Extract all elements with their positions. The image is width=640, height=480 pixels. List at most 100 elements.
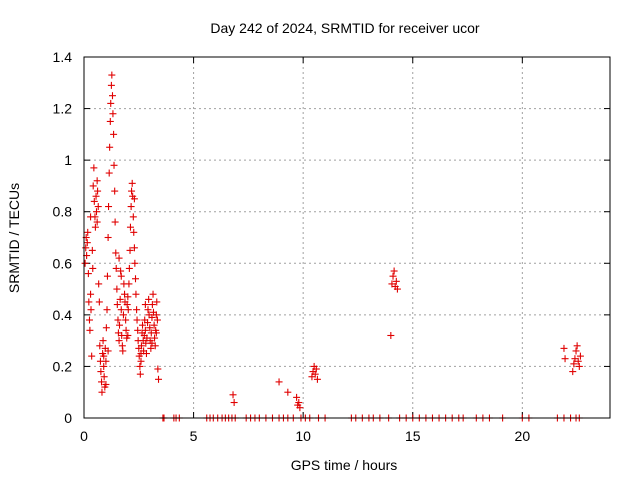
y-tick-label: 0.6	[53, 255, 73, 271]
data-point	[106, 143, 114, 151]
data-point	[126, 223, 134, 231]
data-point	[95, 298, 103, 306]
data-point	[119, 347, 127, 355]
data-point	[149, 290, 157, 298]
data-point	[137, 342, 145, 350]
data-point	[107, 99, 115, 107]
data-point	[111, 218, 119, 226]
data-point	[141, 326, 149, 334]
data-point	[94, 187, 102, 195]
data-point	[153, 316, 161, 324]
data-point	[124, 306, 132, 314]
data-point	[103, 306, 111, 314]
data-point	[570, 360, 578, 368]
data-point	[98, 378, 106, 386]
data-point	[85, 316, 93, 324]
data-point	[89, 182, 97, 190]
grid	[84, 57, 610, 418]
data-point	[87, 290, 95, 298]
data-point	[93, 177, 101, 185]
data-point	[95, 280, 103, 288]
data-point	[113, 301, 121, 309]
data-point	[295, 399, 303, 407]
data-point	[129, 213, 137, 221]
data-point	[114, 316, 122, 324]
data-point	[111, 187, 119, 195]
data-point	[108, 71, 116, 79]
data-point	[150, 321, 158, 329]
data-point	[100, 352, 108, 360]
data-point	[110, 161, 118, 169]
data-point	[148, 301, 156, 309]
y-tick-label: 1.2	[53, 101, 73, 117]
data-point	[106, 117, 114, 125]
data-point	[116, 321, 124, 329]
y-tick-label: 1	[64, 152, 72, 168]
data-point	[133, 306, 141, 314]
data-point	[145, 295, 153, 303]
data-point	[293, 393, 301, 401]
data-point	[99, 337, 107, 345]
data-point	[104, 234, 112, 241]
data-point	[90, 164, 98, 172]
data-point	[83, 239, 91, 247]
x-tick-label: 10	[295, 428, 311, 444]
plot-frame	[83, 56, 611, 419]
data-point	[574, 357, 582, 365]
data-point	[84, 270, 92, 278]
data-point	[93, 218, 101, 226]
data-point	[118, 331, 126, 339]
data-point	[387, 331, 395, 339]
data-point	[390, 267, 398, 275]
data-point	[139, 321, 147, 329]
data-point	[124, 293, 132, 301]
data-point	[117, 306, 125, 314]
data-point	[102, 380, 110, 388]
chart-title: Day 242 of 2024, SRMTID for receiver uco…	[210, 20, 480, 36]
data-point	[296, 404, 304, 412]
data-point	[136, 362, 144, 370]
data-point	[123, 301, 131, 309]
data-point	[575, 362, 583, 370]
data-point	[130, 244, 138, 252]
data-point	[119, 311, 127, 319]
data-point	[115, 254, 123, 262]
data-point	[132, 290, 140, 298]
data-point	[132, 275, 140, 283]
data-point	[86, 326, 94, 334]
data-point	[230, 399, 238, 407]
data-point	[144, 319, 152, 327]
data-point	[126, 246, 134, 254]
data-point	[100, 362, 108, 370]
data-point	[92, 192, 100, 200]
data-point	[90, 197, 98, 205]
data-point	[92, 208, 100, 216]
data-point	[103, 272, 111, 280]
data-point	[131, 259, 139, 267]
data-point	[104, 347, 112, 355]
data-point	[89, 264, 97, 272]
data-point	[229, 391, 237, 399]
data-point	[113, 285, 121, 293]
data-point	[311, 370, 319, 378]
data-point	[560, 344, 568, 352]
data-point	[94, 203, 102, 211]
data-point	[85, 298, 93, 306]
data-point	[576, 352, 584, 360]
data-point	[117, 272, 125, 280]
data-point	[112, 264, 120, 272]
data-point	[96, 342, 104, 350]
data-point	[88, 246, 96, 254]
y-tick-label: 0.8	[53, 204, 73, 220]
data-point	[122, 326, 130, 334]
data-point	[148, 339, 156, 347]
x-tick-label: 20	[515, 428, 531, 444]
data-point	[134, 326, 142, 334]
data-point	[108, 92, 116, 100]
data-point	[100, 373, 108, 381]
x-tick-label: 15	[405, 428, 421, 444]
data-point	[151, 334, 159, 342]
y-tick-label: 0.2	[53, 358, 73, 374]
data-point	[88, 352, 96, 360]
